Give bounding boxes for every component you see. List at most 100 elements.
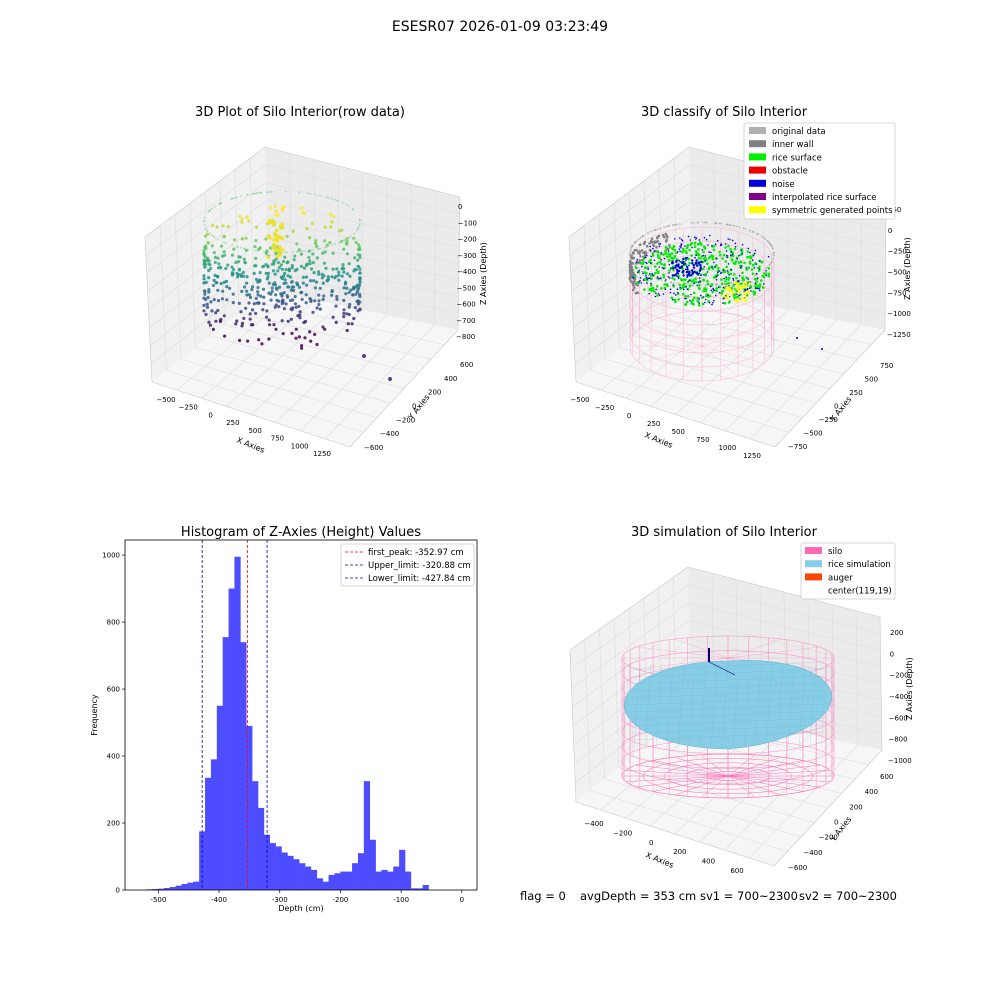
simulation-y-tick-label: 200 xyxy=(849,803,862,811)
classify-inner-wall-point xyxy=(668,244,671,247)
rice-mesh-line xyxy=(798,663,806,749)
raw-point xyxy=(292,251,295,254)
classify-noise-point xyxy=(698,272,701,275)
classify-rice-point xyxy=(692,291,696,295)
classify-rice-point xyxy=(753,291,756,295)
raw-point xyxy=(204,297,208,301)
classify-wireframe-spoke xyxy=(665,345,703,377)
classify-noise-point xyxy=(642,272,644,275)
classify-rice-point xyxy=(686,243,690,247)
histogram-bar xyxy=(299,863,306,890)
classify-noise-point xyxy=(687,272,691,275)
classify-noise-point xyxy=(677,277,680,280)
raw-grid xyxy=(275,314,387,423)
raw-point xyxy=(269,206,273,210)
raw-outlier-point xyxy=(362,354,366,358)
classify-original-point xyxy=(654,229,656,232)
raw-point xyxy=(301,281,305,285)
classify-rice-point xyxy=(748,260,752,264)
raw-grid xyxy=(266,200,460,248)
classify-rice-point xyxy=(656,294,659,297)
raw-point xyxy=(261,308,265,312)
classify-noise-point xyxy=(688,279,690,282)
raw-point xyxy=(316,248,319,251)
classify-noise-point xyxy=(690,274,693,277)
classify-rice-point xyxy=(743,261,746,265)
classify-noise-point xyxy=(680,238,683,241)
simulation-z-tick-label: −600 xyxy=(889,714,908,722)
classify-rice-point xyxy=(649,274,653,277)
histogram-bar xyxy=(363,781,371,890)
raw-point xyxy=(346,322,350,326)
raw-point xyxy=(252,302,256,306)
classify-rice-point xyxy=(715,287,718,290)
classify-rice-point xyxy=(724,260,728,263)
raw-point xyxy=(300,344,304,348)
silo-floor-spoke xyxy=(700,775,729,798)
raw-point xyxy=(293,269,297,273)
classify-noise-point xyxy=(693,282,695,285)
classify-rice-point xyxy=(712,248,716,252)
raw-point xyxy=(213,236,216,239)
simulation-edge xyxy=(879,616,883,751)
raw-point xyxy=(345,237,348,240)
classify-noise-point xyxy=(688,264,690,267)
simulation-grid xyxy=(831,604,835,741)
classify-inner-wall-point xyxy=(633,249,637,252)
raw-point xyxy=(202,251,206,256)
classify-noise-point xyxy=(653,259,656,262)
histogram-bar xyxy=(375,871,382,890)
classify-noise-point xyxy=(658,277,660,280)
classify-rice-point xyxy=(730,259,734,262)
raw-point xyxy=(355,229,358,232)
raw-point xyxy=(228,286,232,290)
simulation-z-tick-label: −1000 xyxy=(888,757,912,765)
raw-point xyxy=(289,317,293,321)
raw-point xyxy=(245,289,249,293)
raw-point xyxy=(330,220,334,224)
raw-point xyxy=(202,260,206,264)
raw-point xyxy=(353,306,357,310)
raw-point xyxy=(330,275,334,279)
classify-rice-point xyxy=(706,280,709,283)
histogram-legend: first_peak: -352.97 cm Upper_limit: -320.… xyxy=(340,543,475,587)
classify-rice-point xyxy=(673,248,677,252)
classify-symmetric-point xyxy=(744,281,748,285)
histogram-bar xyxy=(234,556,241,890)
raw-point xyxy=(284,190,287,193)
classify-rice-point xyxy=(761,286,765,289)
classify-rice-point xyxy=(720,292,723,295)
classify-noise-point xyxy=(678,248,681,250)
raw-point xyxy=(307,255,311,259)
raw-point xyxy=(247,293,251,297)
classify-legend-swatch xyxy=(749,193,766,200)
classify-inner-wall-point xyxy=(664,232,668,236)
panel-raw-zlabel: Z Axies (Depth) xyxy=(479,242,488,305)
raw-point xyxy=(313,332,317,336)
raw-point xyxy=(269,190,272,193)
classify-rice-point xyxy=(662,263,666,267)
raw-point xyxy=(348,302,352,307)
raw-point xyxy=(243,285,247,289)
classify-rice-point xyxy=(668,258,671,262)
rice-mesh-line xyxy=(820,663,828,749)
histogram-bar xyxy=(340,871,347,890)
classify-noise-point xyxy=(695,254,697,256)
classify-symmetric-point xyxy=(741,297,745,301)
raw-point xyxy=(223,241,226,244)
raw-point xyxy=(297,304,301,308)
classify-original-point xyxy=(705,221,708,224)
classify-noise-point xyxy=(724,243,727,245)
raw-point xyxy=(251,285,255,289)
classify-noise-point xyxy=(684,297,686,300)
classify-original-point xyxy=(639,236,642,239)
histogram-x-tick-label: -300 xyxy=(272,896,288,904)
classify-rice-point xyxy=(651,252,655,255)
raw-point xyxy=(205,302,209,306)
classify-symmetric-point xyxy=(726,288,729,291)
raw-point xyxy=(240,289,244,293)
classify-inner-wall-point xyxy=(638,243,642,246)
classify-noise-point xyxy=(650,282,652,285)
classify-noise-point xyxy=(747,247,750,250)
histogram-bar xyxy=(210,759,218,890)
